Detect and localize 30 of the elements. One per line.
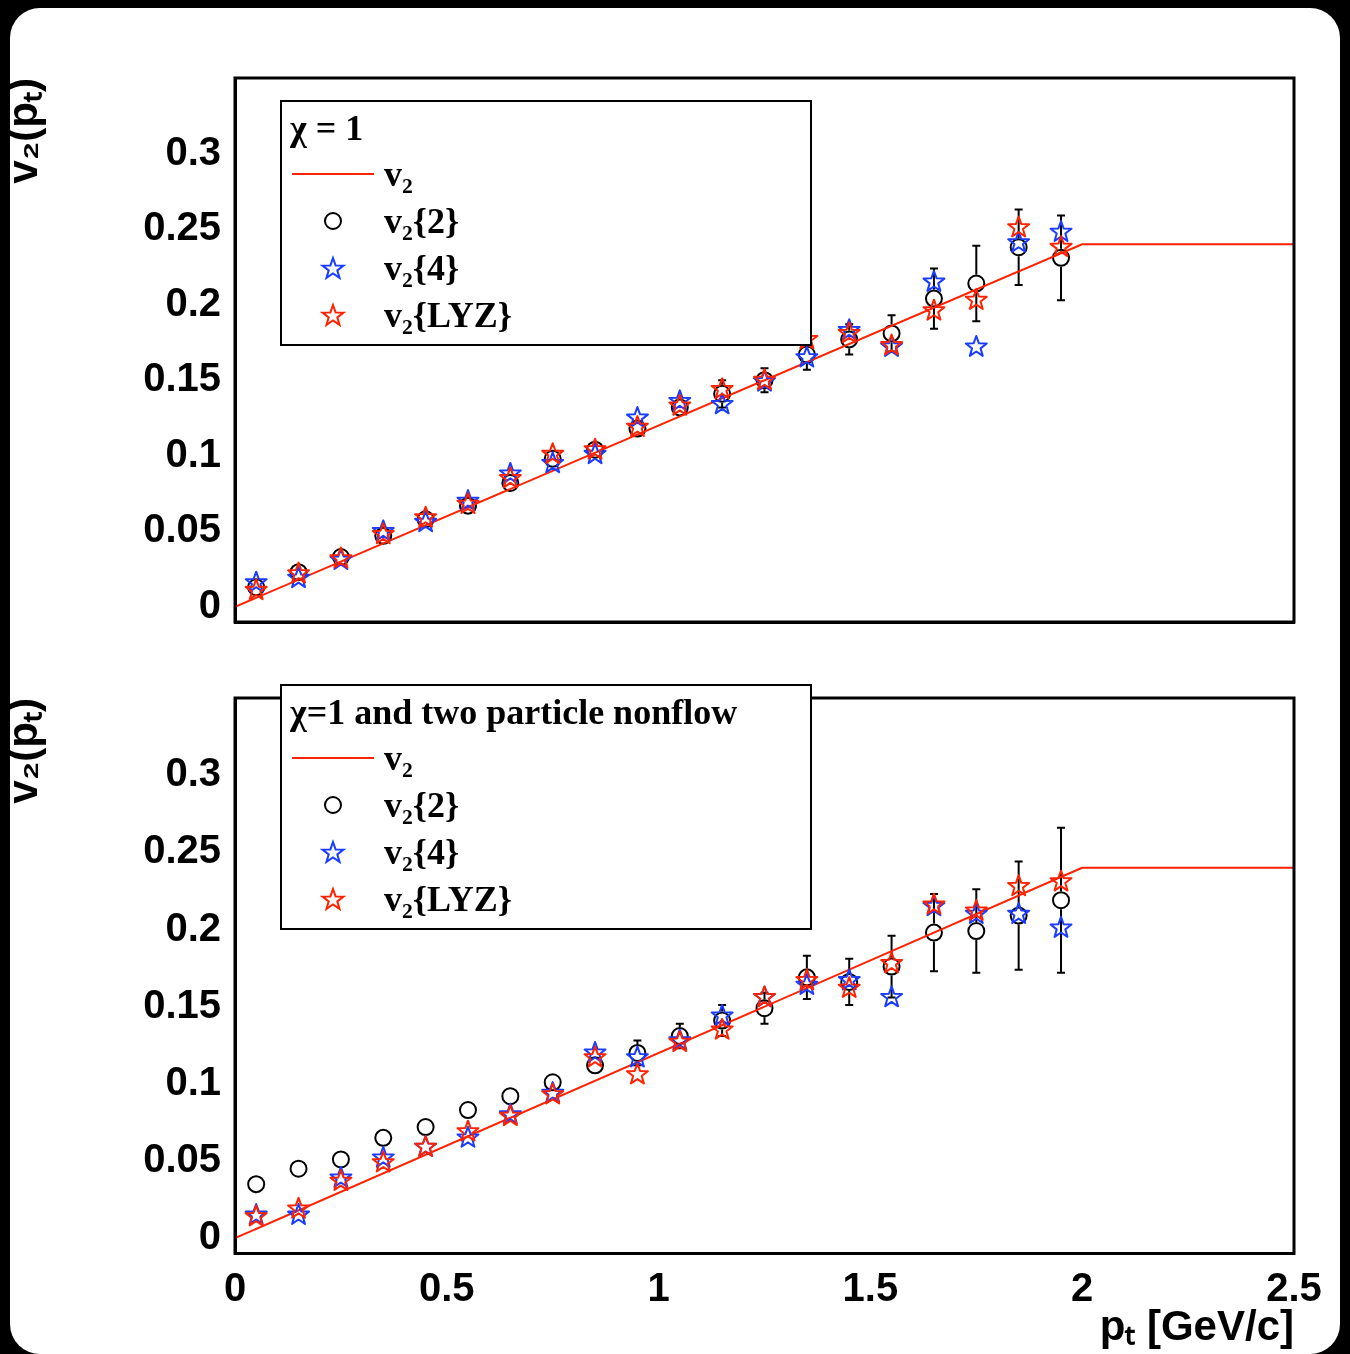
x-tick-label: 0.5: [419, 1264, 475, 1309]
y-tick-label: 0.05: [143, 506, 221, 551]
legend-label: v₂{2}: [384, 199, 460, 242]
y-axis-title: v₂(pₜ): [0, 698, 46, 804]
y-tick-label: 0.2: [165, 279, 221, 324]
y-tick-label: 0.3: [165, 750, 221, 795]
legend-label: v₂{4}: [384, 246, 460, 289]
y-tick-label: 0.1: [165, 1058, 221, 1103]
y-tick-label: 0.05: [143, 1136, 221, 1181]
legend-label: v₂: [384, 152, 413, 195]
x-tick-label: 1.5: [842, 1264, 899, 1309]
y-tick-label: 0.2: [165, 904, 221, 949]
legend-label: v₂{LYZ}: [384, 293, 512, 336]
y-tick-label: 0.15: [143, 981, 221, 1026]
legend-title: χ=1 and two particle nonflow: [290, 691, 739, 734]
x-tick-label: 1: [647, 1264, 670, 1309]
legend-title: χ = 1: [290, 107, 365, 150]
y-tick-label: 0.15: [143, 355, 221, 400]
y-axis-title: v₂(pₜ): [0, 78, 46, 184]
y-tick-label: 0.3: [165, 128, 221, 173]
y-tick-label: 0: [198, 1213, 221, 1258]
y-tick-label: 0.25: [143, 204, 221, 249]
legend-label: v₂: [384, 736, 413, 779]
legend-label: v₂{LYZ}: [384, 877, 512, 920]
legend-label: v₂{4}: [384, 830, 460, 873]
x-tick-label: 2: [1071, 1264, 1094, 1309]
y-tick-label: 0: [198, 581, 221, 626]
y-tick-label: 0.1: [165, 430, 221, 475]
legend-label: v₂{2}: [384, 783, 460, 826]
y-tick-label: 0.25: [143, 827, 221, 872]
